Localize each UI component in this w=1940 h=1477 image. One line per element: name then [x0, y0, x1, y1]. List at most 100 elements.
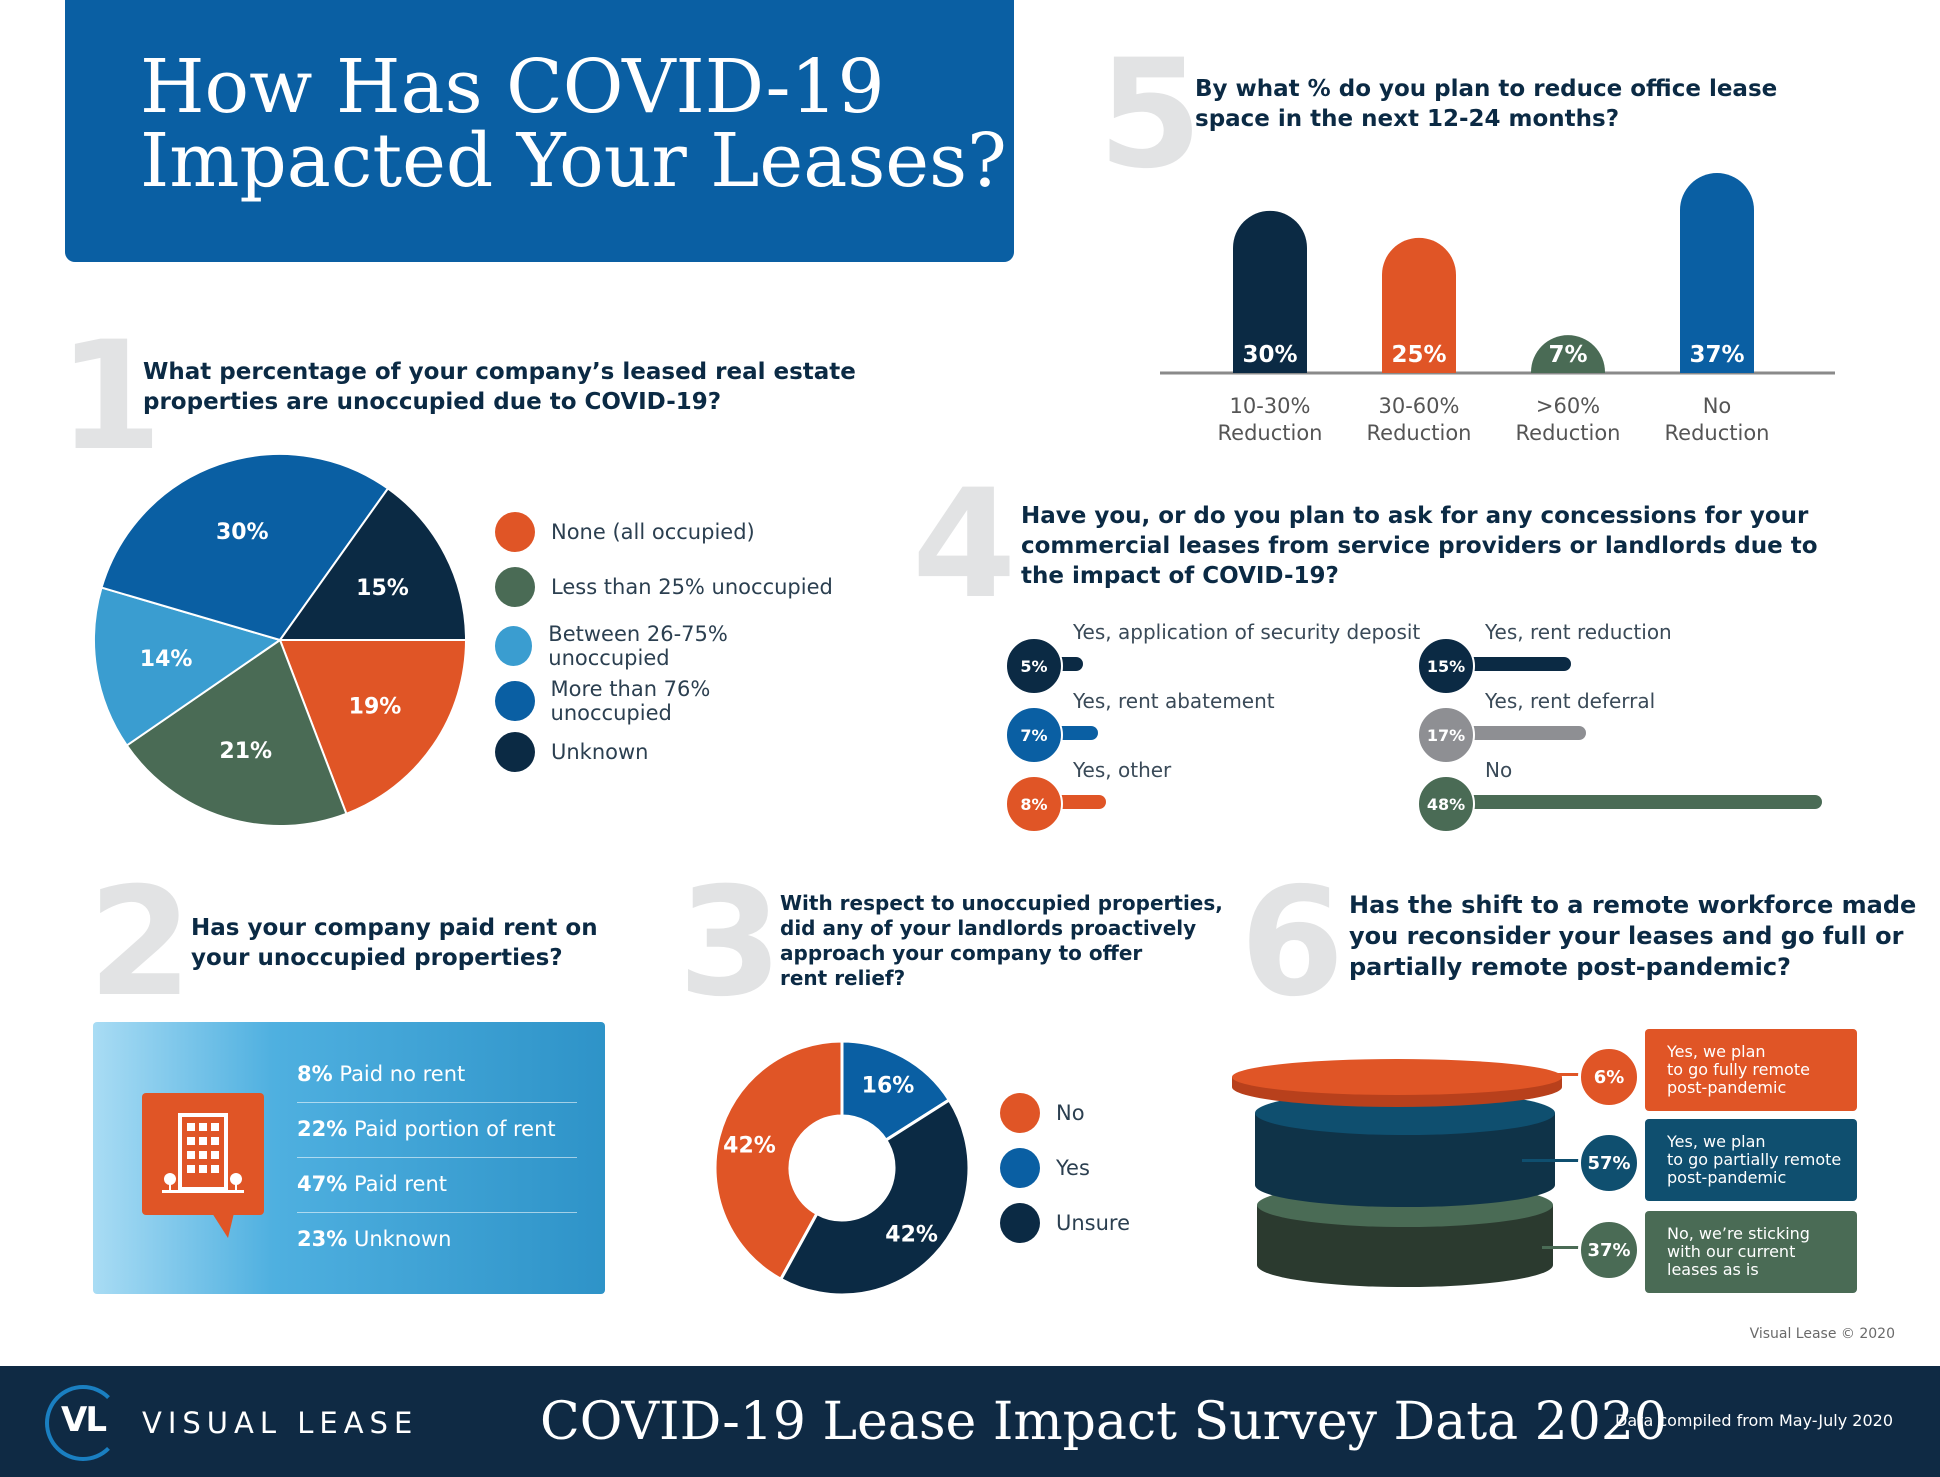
- building-icon: [142, 1093, 264, 1238]
- concession-value-chip: 17%: [1417, 706, 1475, 764]
- remote-answer-label: Yes, we plan to go partially remote post…: [1667, 1132, 1842, 1187]
- concession-value-chip: 5%: [1005, 637, 1063, 695]
- legend-swatch: [495, 681, 535, 721]
- footer-title: COVID-19 Lease Impact Survey Data 2020: [540, 1392, 1667, 1452]
- legend-item: Unknown: [495, 732, 835, 772]
- section-number-6: 6: [1240, 856, 1345, 1030]
- pie-slice-label: 15%: [356, 576, 409, 601]
- q2-row: 22% Paid portion of rent: [297, 1117, 556, 1141]
- section-number-5: 5: [1098, 28, 1203, 202]
- concession-value-chip: 8%: [1005, 775, 1063, 833]
- q3-question: With respect to unoccupied properties, d…: [780, 891, 1223, 990]
- section-number-1: 1: [58, 310, 163, 484]
- legend-item: Yes: [1000, 1148, 1160, 1188]
- q4-question: Have you, or do you plan to ask for any …: [1021, 503, 1818, 589]
- q5-bar-chart: 30% 10-30% Reduction 25% 30-60% Reduction 7% >6…: [1160, 173, 1835, 445]
- bar-category-label: >60%: [1536, 394, 1600, 418]
- concession-label: Yes, rent abatement: [1073, 689, 1275, 713]
- concession-label: Yes, rent deferral: [1485, 689, 1656, 713]
- bar-category-label: Reduction: [1218, 421, 1323, 445]
- q1-question: What percentage of your company’s leased…: [143, 359, 856, 415]
- bar-value-label: 7%: [1548, 342, 1587, 368]
- q2-row: 8% Paid no rent: [297, 1062, 466, 1086]
- legend-label: More than 76% unoccupied: [550, 677, 711, 725]
- pie-slice-label: 21%: [219, 739, 272, 764]
- bar-category-label: 10-30%: [1230, 394, 1311, 418]
- remote-answer-box: Yes, we plan to go fully remote post-pan…: [1645, 1029, 1857, 1111]
- concession-bar: [1457, 726, 1587, 740]
- legend-item: Between 26-75% unoccupied: [495, 622, 835, 670]
- legend-label: Unknown: [551, 740, 649, 764]
- footer-note: Data compiled from May-July 2020: [1615, 1411, 1893, 1430]
- q5-question: By what % do you plan to reduce office l…: [1195, 76, 1778, 132]
- q2-row: 47% Paid rent: [297, 1172, 448, 1196]
- bar: [1382, 237, 1456, 373]
- q4-concessions-chart: Yes, application of security deposit 5% Ye…: [0, 0, 1822, 833]
- bar: [1531, 335, 1605, 373]
- q1-pie-chart: 19% 21% 14% 30% 15%: [93, 453, 468, 827]
- q6-stack-illustration: [1232, 1059, 1562, 1287]
- legend-item: No: [1000, 1093, 1160, 1133]
- credit: Visual Lease © 2020: [1749, 1326, 1895, 1342]
- legend-swatch: [495, 626, 533, 666]
- legend-item: More than 76% unoccupied: [495, 677, 835, 725]
- q6-question: Has the shift to a remote workforce made…: [1349, 891, 1917, 981]
- pie-slice-label: 19%: [349, 694, 402, 719]
- pie-slice: [100, 453, 390, 642]
- concession-label: Yes, other: [1073, 758, 1172, 782]
- legend-item: None (all occupied): [495, 512, 835, 552]
- legend-label: Less than 25% unoccupied: [551, 575, 833, 599]
- remote-value-chip: 6%: [1578, 1046, 1640, 1108]
- legend-swatch: [1000, 1148, 1040, 1188]
- bar-category-label: No: [1703, 394, 1732, 418]
- legend-swatch: [1000, 1203, 1040, 1243]
- q2-question: Has your company paid rent on your unocc…: [191, 915, 598, 971]
- concession-value-chip: 15%: [1417, 637, 1475, 695]
- remote-answer-label: Yes, we plan to go fully remote post-pan…: [1667, 1042, 1810, 1097]
- legend-label: Between 26-75% unoccupied: [548, 622, 728, 670]
- concession-value-chip: 7%: [1005, 706, 1063, 764]
- pie-slice: [125, 638, 348, 827]
- section-number-2: 2: [88, 856, 193, 1030]
- concession-label: Yes, application of security deposit: [1073, 620, 1421, 644]
- bar-category-label: Reduction: [1367, 421, 1472, 445]
- section-number-3: 3: [678, 856, 783, 1030]
- legend-label: None (all occupied): [551, 520, 755, 544]
- logo-mark: VL: [61, 1400, 107, 1440]
- concession-value-chip: 48%: [1417, 775, 1475, 833]
- remote-answer-box: No, we’re sticking with our current leas…: [1645, 1211, 1857, 1293]
- legend-swatch: [495, 567, 535, 607]
- connector-line: [1542, 1246, 1580, 1249]
- logo-ring: [45, 1385, 121, 1461]
- section-number-4: 4: [912, 458, 1017, 632]
- legend-item: Less than 25% unoccupied: [495, 567, 835, 607]
- bar-category-label: Reduction: [1665, 421, 1770, 445]
- bar: [1680, 173, 1754, 373]
- pie-slice: [278, 487, 468, 641]
- legend-swatch: [495, 512, 535, 552]
- q2-row: 23% Unknown: [297, 1227, 452, 1251]
- remote-answer-box: Yes, we plan to go partially remote post…: [1645, 1119, 1857, 1201]
- concession-label: Yes, rent reduction: [1485, 620, 1672, 644]
- concession-bar: [1457, 657, 1571, 671]
- title-banner: [65, 0, 1014, 262]
- q6-items: 6% Yes, we plan to go fully remote post-p…: [0, 0, 1857, 1293]
- bar-category-label: Reduction: [1516, 421, 1621, 445]
- legend-label: No: [1056, 1101, 1085, 1125]
- bar-value-label: 25%: [1391, 342, 1446, 368]
- page-title: How Has COVID-19 Impacted Your Leases?: [140, 44, 1007, 204]
- pie-slice: [278, 639, 468, 816]
- pie-slice-label: 30%: [216, 520, 269, 545]
- concession-bar: [1457, 795, 1822, 809]
- remote-value-chip: 37%: [1578, 1219, 1640, 1281]
- bar-value-label: 30%: [1242, 342, 1297, 368]
- donut-slice-label: 16%: [862, 1073, 915, 1098]
- bar-value-label: 37%: [1689, 342, 1744, 368]
- footer: [0, 1366, 1940, 1477]
- legend-label: Yes: [1056, 1156, 1090, 1180]
- bar: [1233, 210, 1307, 373]
- donut-slice-label: 42%: [723, 1133, 776, 1158]
- connector-line: [1522, 1159, 1580, 1162]
- q3-donut-chart: 42% 16% 42%: [713, 1039, 971, 1297]
- pie-slice-label: 14%: [140, 647, 193, 672]
